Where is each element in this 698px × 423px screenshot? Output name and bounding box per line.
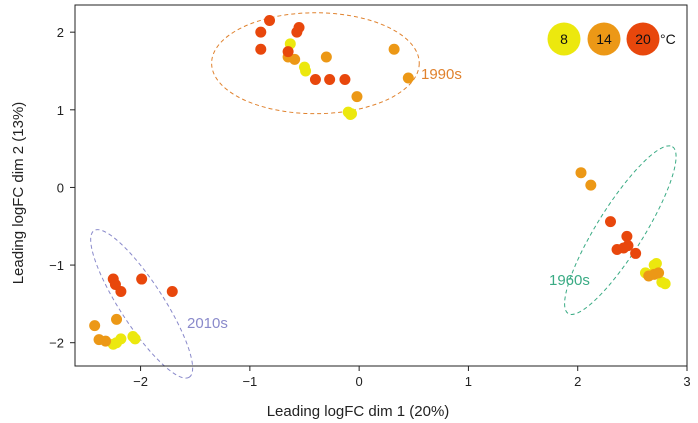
point-14C <box>388 43 400 55</box>
axes: −2 −1 0 1 2 3 −2 −1 0 1 2 <box>49 4 691 389</box>
point-20C <box>264 15 276 27</box>
point-14C <box>289 53 301 65</box>
group-ellipses <box>90 12 677 379</box>
point-14C <box>100 335 112 347</box>
point-20C <box>618 242 630 254</box>
point-20C <box>282 46 294 58</box>
point-14C <box>585 179 597 191</box>
data-points <box>89 15 671 350</box>
legend-label-8: 8 <box>560 31 568 47</box>
point-14C <box>320 51 332 63</box>
legend-swatch-14 <box>587 22 621 56</box>
point-20C <box>605 216 616 228</box>
x-tick-label: 2 <box>574 374 581 389</box>
y-tick-label: 0 <box>57 180 64 195</box>
legend-swatch-20 <box>626 22 660 56</box>
x-tick-label: −1 <box>242 374 257 389</box>
x-tick-label: 3 <box>683 374 690 389</box>
group-label-1990s: 1990s <box>421 66 462 83</box>
point-8C <box>300 65 312 77</box>
y-ticks: −2 −1 0 1 2 <box>49 25 75 351</box>
group-label-1960s: 1960s <box>549 272 590 289</box>
point-14C <box>653 267 665 279</box>
point-8C <box>650 258 662 270</box>
point-20C <box>115 285 127 297</box>
legend-unit: °C <box>660 31 676 47</box>
ellipse-1960s <box>564 145 677 315</box>
legend-label-20: 20 <box>635 31 651 47</box>
point-20C <box>136 273 148 285</box>
point-20C <box>255 43 267 55</box>
legend-label-14: 14 <box>596 31 612 47</box>
point-14C <box>402 72 414 84</box>
point-8C <box>127 330 139 342</box>
group-label-2010s: 2010s <box>187 315 228 332</box>
ellipse-1990s <box>211 12 420 115</box>
x-axis-label: Leading logFC dim 1 (20%) <box>267 403 450 420</box>
ellipse-2010s <box>90 229 194 379</box>
point-14C <box>89 320 101 332</box>
point-20C <box>309 74 321 86</box>
point-20C <box>339 74 351 86</box>
y-axis-label: Leading logFC dim 2 (13%) <box>10 102 27 285</box>
x-tick-label: −2 <box>133 374 148 389</box>
point-20C <box>293 22 305 34</box>
point-8C <box>659 278 671 290</box>
x-tick-label: 0 <box>356 374 363 389</box>
legend: 8 14 20 °C <box>547 22 676 56</box>
x-tick-label: 1 <box>465 374 472 389</box>
point-20C <box>324 74 336 86</box>
y-tick-label: −2 <box>49 336 64 351</box>
point-20C <box>166 285 178 297</box>
group-labels: 1990s 1960s 2010s <box>187 66 590 332</box>
point-20C <box>630 247 642 259</box>
point-14C <box>351 91 363 103</box>
plot-frame <box>74 4 688 367</box>
point-14C <box>575 167 587 179</box>
point-20C <box>255 26 267 38</box>
point-20C <box>621 230 633 242</box>
point-14C <box>111 313 123 325</box>
y-tick-label: 2 <box>57 25 64 40</box>
y-tick-label: 1 <box>57 103 64 118</box>
legend-swatch-8 <box>547 22 581 56</box>
x-ticks: −2 −1 0 1 2 3 <box>133 366 691 389</box>
point-8C <box>345 108 357 120</box>
y-tick-label: −1 <box>49 258 64 273</box>
